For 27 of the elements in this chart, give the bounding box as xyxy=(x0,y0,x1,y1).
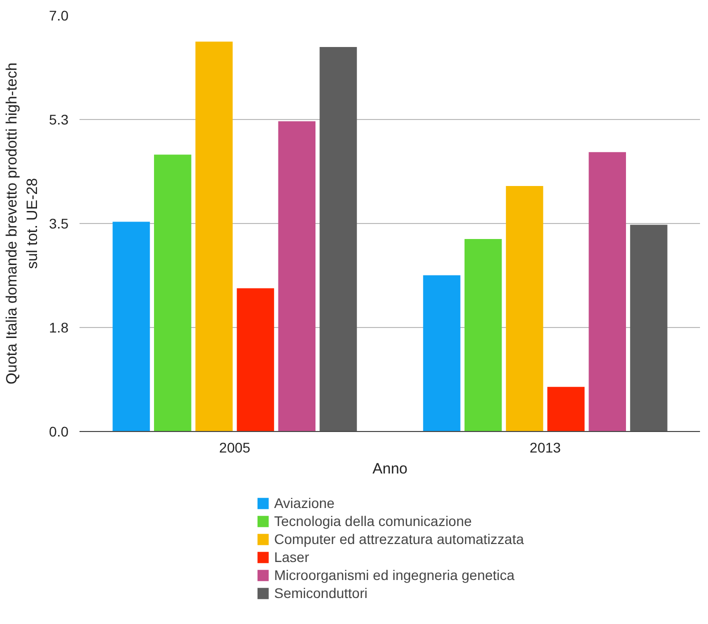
y-tick-label: 7.0 xyxy=(49,8,69,24)
bar xyxy=(588,152,626,432)
bar xyxy=(630,224,668,432)
x-tick-label: 2013 xyxy=(530,440,562,456)
bar xyxy=(195,42,233,432)
bar xyxy=(464,238,502,432)
bar xyxy=(154,154,192,432)
y-tick-label: 0.0 xyxy=(49,424,69,440)
y-axis-title: Quota Italia domande brevetto prodotti high-tech sul tot. UE-28 xyxy=(4,62,42,384)
bar xyxy=(547,386,585,432)
legend-label: Tecnologia della comunicazione xyxy=(274,512,472,528)
legend-label: Aviazione xyxy=(274,494,335,510)
legend-label: Laser xyxy=(274,548,310,564)
x-axis-title: Anno xyxy=(372,460,408,478)
legend-label: Computer ed attrezzatura automatizzata xyxy=(274,530,524,546)
bar xyxy=(320,46,357,432)
bar xyxy=(423,275,460,432)
legend-label: Semiconduttori xyxy=(274,584,368,600)
y-tick-label: 5.3 xyxy=(49,112,69,128)
bar xyxy=(112,222,150,432)
bar xyxy=(278,121,316,432)
y-tick-label: 1.8 xyxy=(49,320,69,336)
bar xyxy=(506,186,544,432)
legend-label: Microorganismi ed ingegneria genetica xyxy=(274,566,515,582)
y-tick-label: 3.5 xyxy=(49,216,69,232)
x-tick-label: 2005 xyxy=(219,440,251,456)
bar xyxy=(236,288,274,432)
